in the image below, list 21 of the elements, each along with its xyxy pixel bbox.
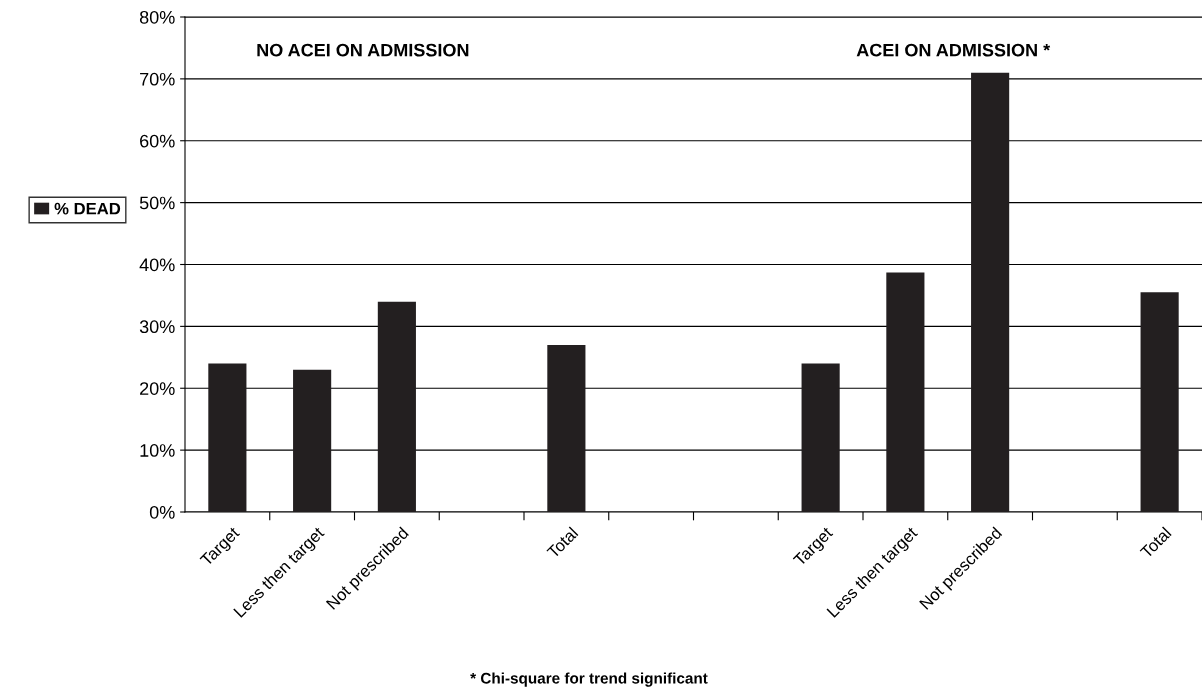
y-tick-label: 70% — [140, 72, 175, 86]
y-tick-label: 40% — [139, 258, 175, 272]
bar — [886, 272, 925, 512]
y-tick-label: 80% — [139, 10, 175, 24]
annotation: NO ACEI ON ADMISSION — [257, 43, 469, 57]
y-tick-label: 60% — [140, 134, 175, 148]
text: * Chi-square for trend significant — [470, 672, 708, 687]
y-tick-label: 30% — [139, 320, 175, 334]
annotation: ACEI ON ADMISSION * — [856, 43, 1051, 57]
bar — [547, 344, 586, 512]
legend-label: % DEAD — [54, 202, 121, 215]
bar — [293, 369, 332, 512]
bar — [1140, 292, 1179, 512]
bar — [801, 363, 840, 512]
y-tick-label: 0% — [149, 505, 175, 519]
bar — [971, 72, 1010, 512]
y-tick-label: 10% — [140, 444, 175, 457]
bar — [208, 363, 247, 512]
y-tick-label: 20% — [140, 382, 175, 395]
y-tick-label: 50% — [139, 196, 175, 210]
bar — [377, 301, 416, 512]
